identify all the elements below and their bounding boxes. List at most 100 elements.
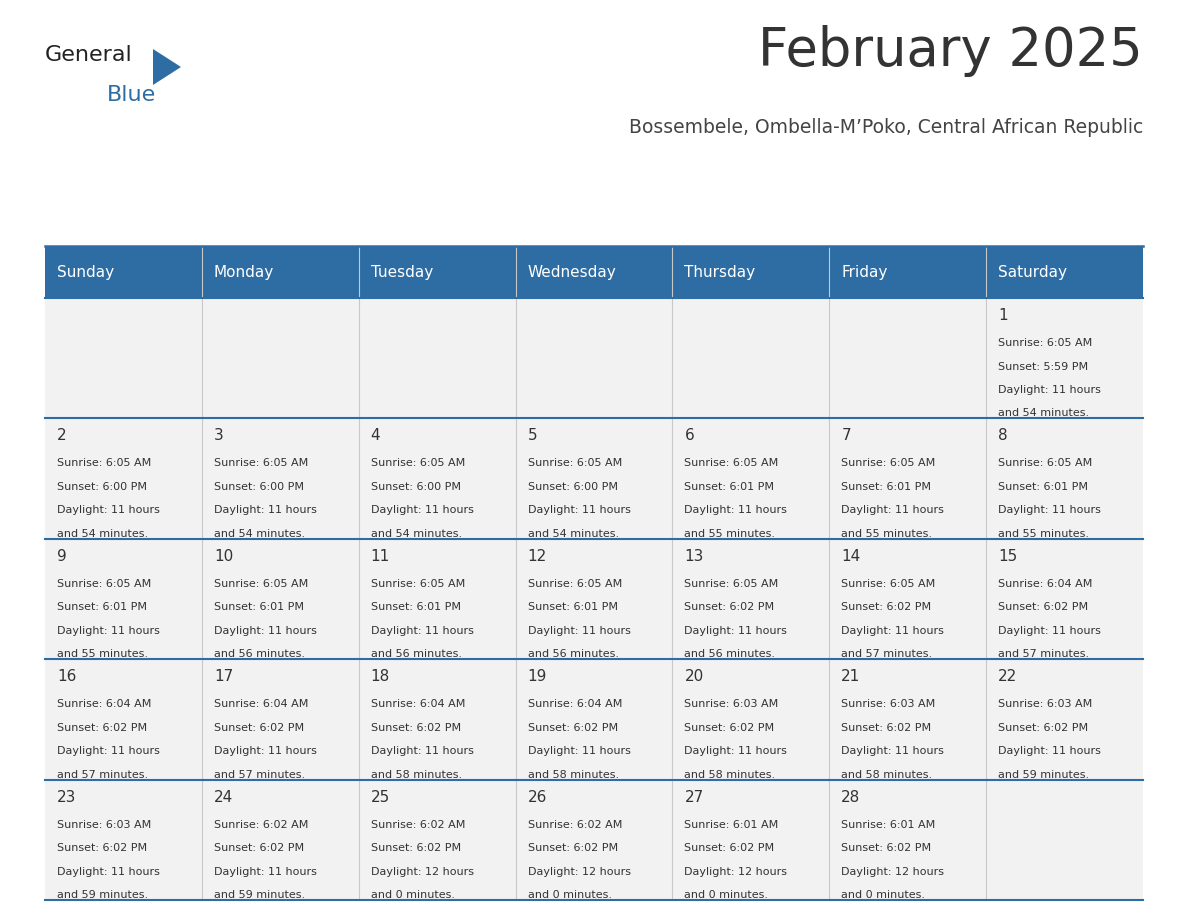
Text: 20: 20 bbox=[684, 669, 703, 684]
Text: Daylight: 12 hours: Daylight: 12 hours bbox=[527, 867, 631, 877]
Text: 23: 23 bbox=[57, 789, 76, 804]
Text: 11: 11 bbox=[371, 549, 390, 564]
Text: Sunset: 6:00 PM: Sunset: 6:00 PM bbox=[57, 482, 147, 492]
Text: Sunrise: 6:03 AM: Sunrise: 6:03 AM bbox=[684, 700, 778, 710]
Text: and 54 minutes.: and 54 minutes. bbox=[998, 409, 1089, 419]
Text: 16: 16 bbox=[57, 669, 76, 684]
Text: and 0 minutes.: and 0 minutes. bbox=[527, 890, 612, 901]
Text: 21: 21 bbox=[841, 669, 860, 684]
Text: Sunrise: 6:01 AM: Sunrise: 6:01 AM bbox=[841, 820, 935, 830]
Text: 6: 6 bbox=[684, 429, 694, 443]
Text: 28: 28 bbox=[841, 789, 860, 804]
Text: Sunset: 6:02 PM: Sunset: 6:02 PM bbox=[841, 722, 931, 733]
Text: 15: 15 bbox=[998, 549, 1017, 564]
Text: 2: 2 bbox=[57, 429, 67, 443]
Text: Sunrise: 6:05 AM: Sunrise: 6:05 AM bbox=[998, 458, 1093, 468]
Text: Daylight: 11 hours: Daylight: 11 hours bbox=[841, 626, 944, 636]
Text: and 54 minutes.: and 54 minutes. bbox=[57, 529, 148, 539]
Text: Blue: Blue bbox=[107, 85, 157, 105]
Text: Sunrise: 6:05 AM: Sunrise: 6:05 AM bbox=[841, 458, 935, 468]
Text: and 0 minutes.: and 0 minutes. bbox=[684, 890, 769, 901]
Bar bbox=[45, 246, 1143, 298]
Text: Sunrise: 6:03 AM: Sunrise: 6:03 AM bbox=[998, 700, 1093, 710]
Text: 3: 3 bbox=[214, 429, 223, 443]
Text: Sunset: 6:01 PM: Sunset: 6:01 PM bbox=[371, 602, 461, 612]
Text: Sunset: 6:00 PM: Sunset: 6:00 PM bbox=[371, 482, 461, 492]
Text: Daylight: 11 hours: Daylight: 11 hours bbox=[527, 506, 631, 515]
Text: and 55 minutes.: and 55 minutes. bbox=[998, 529, 1089, 539]
Text: Sunrise: 6:05 AM: Sunrise: 6:05 AM bbox=[527, 579, 621, 588]
Text: and 59 minutes.: and 59 minutes. bbox=[214, 890, 305, 901]
Text: Saturday: Saturday bbox=[998, 264, 1067, 279]
Text: Daylight: 11 hours: Daylight: 11 hours bbox=[371, 746, 474, 756]
Bar bbox=[45, 779, 1143, 900]
Text: Sunrise: 6:02 AM: Sunrise: 6:02 AM bbox=[214, 820, 308, 830]
Text: Daylight: 11 hours: Daylight: 11 hours bbox=[214, 626, 317, 636]
Text: Daylight: 11 hours: Daylight: 11 hours bbox=[57, 626, 160, 636]
Text: Sunset: 6:02 PM: Sunset: 6:02 PM bbox=[527, 843, 618, 853]
Text: Sunday: Sunday bbox=[57, 264, 114, 279]
Text: Sunset: 6:02 PM: Sunset: 6:02 PM bbox=[371, 722, 461, 733]
Text: Sunrise: 6:03 AM: Sunrise: 6:03 AM bbox=[841, 700, 935, 710]
Text: Sunrise: 6:05 AM: Sunrise: 6:05 AM bbox=[371, 579, 465, 588]
Text: Daylight: 11 hours: Daylight: 11 hours bbox=[371, 626, 474, 636]
Text: Daylight: 12 hours: Daylight: 12 hours bbox=[684, 867, 788, 877]
Text: and 54 minutes.: and 54 minutes. bbox=[214, 529, 305, 539]
Text: Sunset: 6:00 PM: Sunset: 6:00 PM bbox=[214, 482, 304, 492]
Text: and 57 minutes.: and 57 minutes. bbox=[998, 649, 1089, 659]
Polygon shape bbox=[153, 49, 181, 85]
Text: Sunset: 6:02 PM: Sunset: 6:02 PM bbox=[214, 722, 304, 733]
Text: Sunset: 6:02 PM: Sunset: 6:02 PM bbox=[684, 602, 775, 612]
Text: and 58 minutes.: and 58 minutes. bbox=[527, 769, 619, 779]
Text: 13: 13 bbox=[684, 549, 703, 564]
Text: Sunrise: 6:04 AM: Sunrise: 6:04 AM bbox=[527, 700, 623, 710]
Text: Daylight: 11 hours: Daylight: 11 hours bbox=[57, 506, 160, 515]
Text: Sunset: 6:02 PM: Sunset: 6:02 PM bbox=[998, 722, 1088, 733]
Text: Sunrise: 6:03 AM: Sunrise: 6:03 AM bbox=[57, 820, 151, 830]
Text: Tuesday: Tuesday bbox=[371, 264, 432, 279]
Text: Daylight: 11 hours: Daylight: 11 hours bbox=[998, 385, 1101, 395]
Text: and 58 minutes.: and 58 minutes. bbox=[841, 769, 933, 779]
Text: Daylight: 11 hours: Daylight: 11 hours bbox=[841, 506, 944, 515]
Text: 4: 4 bbox=[371, 429, 380, 443]
Text: 8: 8 bbox=[998, 429, 1007, 443]
Bar bbox=[45, 659, 1143, 779]
Text: Daylight: 11 hours: Daylight: 11 hours bbox=[214, 506, 317, 515]
Text: Sunset: 6:02 PM: Sunset: 6:02 PM bbox=[841, 602, 931, 612]
Text: Sunrise: 6:01 AM: Sunrise: 6:01 AM bbox=[684, 820, 778, 830]
Text: Daylight: 11 hours: Daylight: 11 hours bbox=[57, 746, 160, 756]
Text: and 57 minutes.: and 57 minutes. bbox=[841, 649, 933, 659]
Text: Bossembele, Ombella-M’Poko, Central African Republic: Bossembele, Ombella-M’Poko, Central Afri… bbox=[628, 118, 1143, 137]
Text: Sunrise: 6:04 AM: Sunrise: 6:04 AM bbox=[371, 700, 465, 710]
Text: Sunset: 5:59 PM: Sunset: 5:59 PM bbox=[998, 362, 1088, 372]
Text: Daylight: 11 hours: Daylight: 11 hours bbox=[527, 746, 631, 756]
Text: and 58 minutes.: and 58 minutes. bbox=[371, 769, 462, 779]
Text: Sunset: 6:02 PM: Sunset: 6:02 PM bbox=[214, 843, 304, 853]
Text: Sunrise: 6:05 AM: Sunrise: 6:05 AM bbox=[214, 458, 308, 468]
Text: Sunrise: 6:05 AM: Sunrise: 6:05 AM bbox=[57, 458, 151, 468]
Text: Sunset: 6:01 PM: Sunset: 6:01 PM bbox=[57, 602, 147, 612]
Text: Daylight: 11 hours: Daylight: 11 hours bbox=[214, 746, 317, 756]
Text: Daylight: 11 hours: Daylight: 11 hours bbox=[998, 626, 1101, 636]
Text: 12: 12 bbox=[527, 549, 546, 564]
Text: Daylight: 11 hours: Daylight: 11 hours bbox=[684, 506, 788, 515]
Text: Daylight: 11 hours: Daylight: 11 hours bbox=[371, 506, 474, 515]
Text: Sunset: 6:01 PM: Sunset: 6:01 PM bbox=[214, 602, 304, 612]
Text: Sunset: 6:01 PM: Sunset: 6:01 PM bbox=[527, 602, 618, 612]
Text: Daylight: 11 hours: Daylight: 11 hours bbox=[684, 746, 788, 756]
Text: Sunrise: 6:02 AM: Sunrise: 6:02 AM bbox=[371, 820, 465, 830]
Text: and 0 minutes.: and 0 minutes. bbox=[371, 890, 455, 901]
Text: and 55 minutes.: and 55 minutes. bbox=[57, 649, 148, 659]
Text: and 54 minutes.: and 54 minutes. bbox=[527, 529, 619, 539]
Text: 5: 5 bbox=[527, 429, 537, 443]
Text: Sunrise: 6:05 AM: Sunrise: 6:05 AM bbox=[684, 579, 778, 588]
Text: and 56 minutes.: and 56 minutes. bbox=[371, 649, 462, 659]
Text: 18: 18 bbox=[371, 669, 390, 684]
Text: 10: 10 bbox=[214, 549, 233, 564]
Text: Sunset: 6:02 PM: Sunset: 6:02 PM bbox=[57, 843, 147, 853]
Text: Daylight: 11 hours: Daylight: 11 hours bbox=[57, 867, 160, 877]
Text: Sunset: 6:02 PM: Sunset: 6:02 PM bbox=[57, 722, 147, 733]
Text: Daylight: 11 hours: Daylight: 11 hours bbox=[998, 506, 1101, 515]
Bar bbox=[45, 539, 1143, 659]
Text: and 57 minutes.: and 57 minutes. bbox=[57, 769, 148, 779]
